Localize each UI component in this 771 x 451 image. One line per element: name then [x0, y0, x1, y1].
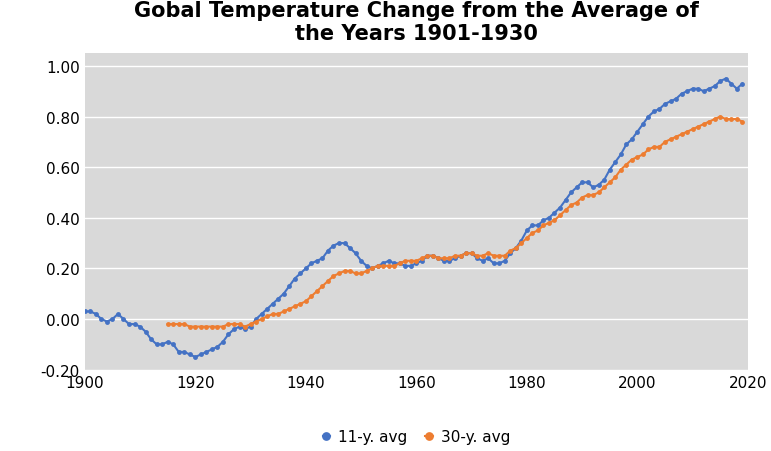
11-y. avg: [262, 307, 271, 312]
30-y. avg: [185, 324, 194, 330]
11-y. avg: [224, 332, 233, 337]
30-y. avg: [417, 256, 426, 262]
Line: 11-y. avg: 11-y. avg: [82, 77, 745, 359]
11-y. avg: [605, 168, 614, 173]
30-y. avg: [583, 193, 592, 198]
11-y. avg: [190, 354, 200, 360]
30-y. avg: [246, 322, 255, 327]
30-y. avg: [588, 193, 598, 198]
Legend: 11-y. avg, 30-y. avg: 11-y. avg, 30-y. avg: [316, 423, 517, 451]
11-y. avg: [450, 256, 460, 262]
30-y. avg: [715, 115, 725, 120]
30-y. avg: [389, 263, 399, 269]
11-y. avg: [738, 82, 747, 87]
11-y. avg: [80, 309, 89, 314]
11-y. avg: [726, 82, 736, 87]
Line: 30-y. avg: 30-y. avg: [165, 115, 745, 329]
11-y. avg: [721, 77, 730, 82]
30-y. avg: [738, 120, 747, 125]
Title: Gobal Temperature Change from the Average of
the Years 1901-1930: Gobal Temperature Change from the Averag…: [134, 1, 699, 44]
30-y. avg: [169, 322, 178, 327]
30-y. avg: [163, 322, 172, 327]
11-y. avg: [539, 218, 548, 224]
